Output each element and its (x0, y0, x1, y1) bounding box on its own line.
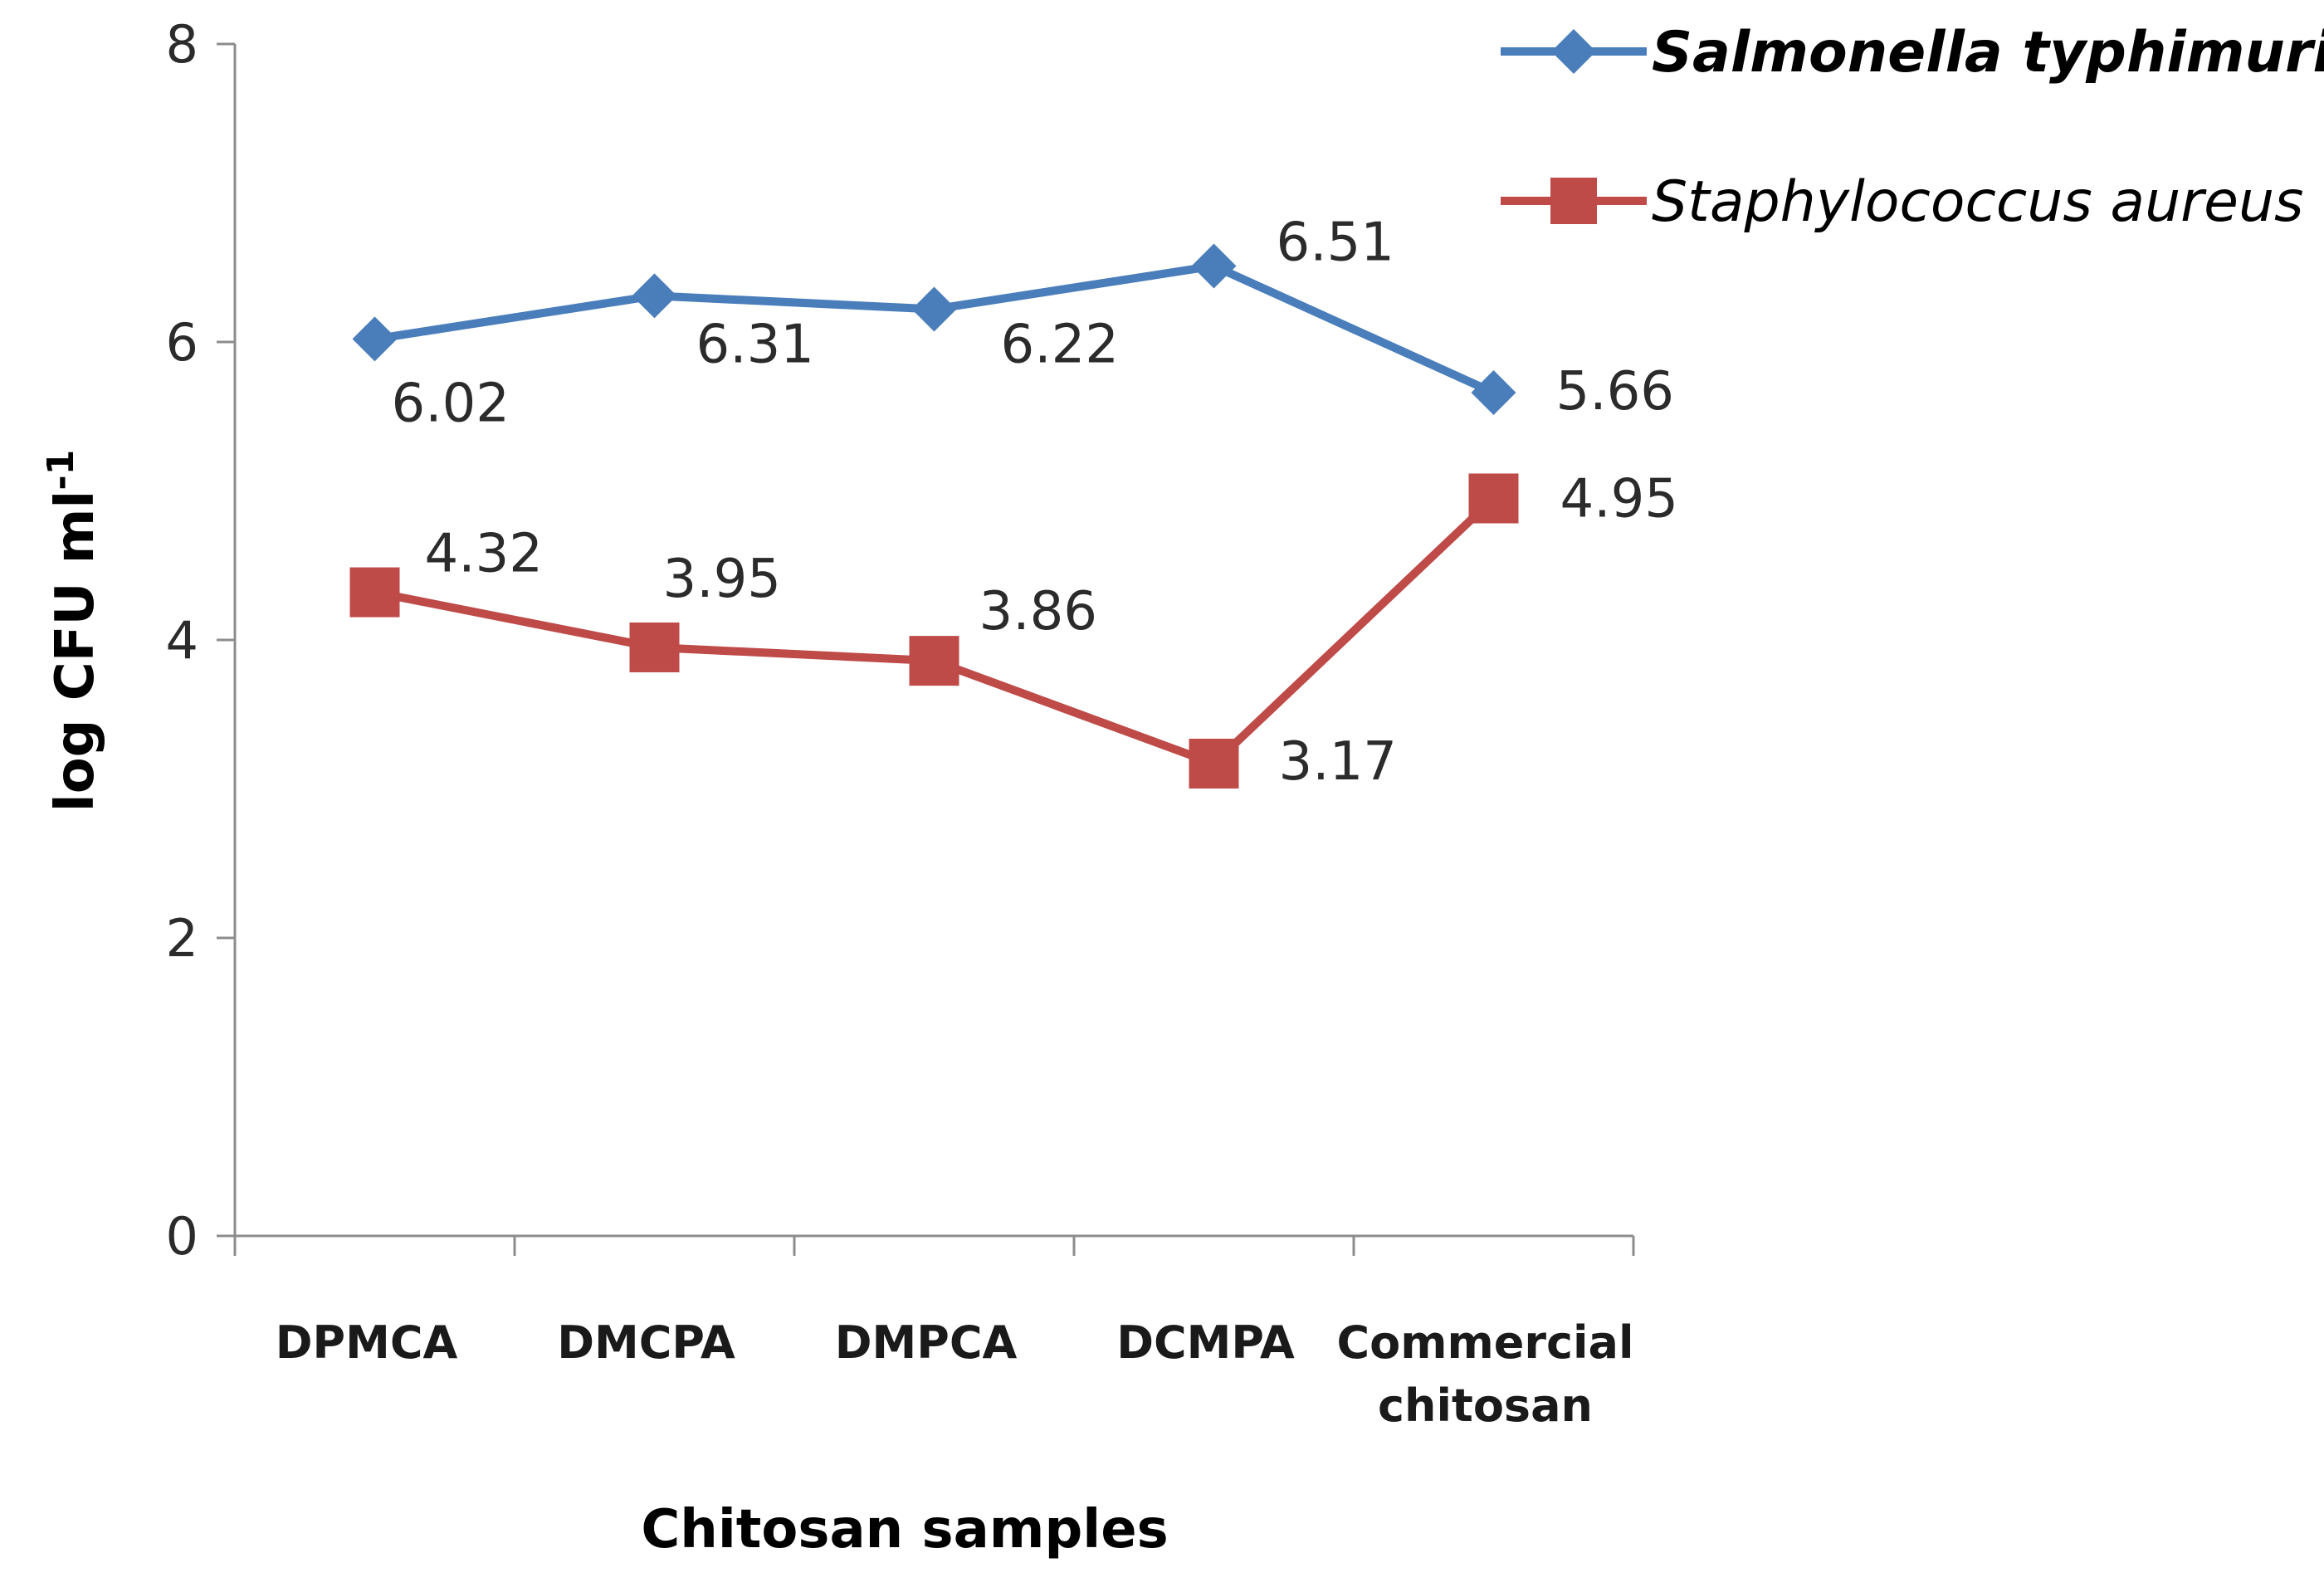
data-label: 6.02 (392, 373, 510, 434)
legend-item-1: Salmonella typhimurium (1501, 20, 2324, 85)
data-point-square (629, 622, 680, 672)
data-label: 6.31 (696, 314, 815, 375)
y-axis-title-main: log CFU ml (45, 491, 106, 813)
data-label: 3.17 (1279, 731, 1398, 793)
x-category-label: DCMPA (1116, 1316, 1295, 1369)
data-point-diamond (1471, 370, 1516, 416)
legend-label: Staphylococcus aureus (1652, 169, 2304, 235)
y-axis-ticks: 0 2 4 6 8 (166, 14, 235, 1267)
x-axis-title: Chitosan samples (641, 1499, 1168, 1560)
data-label: 6.51 (1277, 212, 1395, 273)
y-tick-label: 8 (166, 14, 198, 75)
data-label: 3.86 (979, 581, 1098, 642)
data-point-diamond (352, 316, 398, 362)
legend-item-2: Staphylococcus aureus (1501, 169, 2304, 235)
x-category-label-line: chitosan (1378, 1380, 1593, 1432)
y-axis-title-superscript: -1 (40, 450, 82, 491)
y-tick-label: 6 (166, 312, 198, 373)
series-1: 6.02 6.31 6.22 6.51 5.66 (352, 212, 1675, 434)
data-point-diamond (911, 286, 957, 332)
x-category-label-line: DMPCA (835, 1316, 1018, 1369)
legend-marker-diamond (1551, 29, 1596, 74)
x-category-label: DMCPA (557, 1316, 735, 1369)
data-point-square (909, 636, 959, 686)
data-label: 4.32 (425, 524, 544, 585)
series-group: 6.02 6.31 6.22 6.51 5.66 4.32 3.95 3.86 3.17 4.95 (349, 212, 1679, 793)
data-point-diamond (632, 273, 677, 319)
data-point-square (1189, 738, 1239, 789)
x-category-label-line: DCMPA (1116, 1316, 1295, 1369)
x-category-label-line: Commercial (1337, 1316, 1634, 1369)
data-label: 5.66 (1556, 361, 1675, 422)
x-category-label-line: DMCPA (557, 1316, 735, 1369)
x-category-label-line: DPMCA (276, 1316, 458, 1369)
data-point-diamond (1191, 243, 1237, 289)
data-point-square (1468, 473, 1519, 524)
y-tick-label: 0 (166, 1206, 198, 1267)
data-point-square (349, 567, 400, 618)
x-axis-categories: DPMCA DMCPA DMPCA DCMPA Commercial chitosan (233, 1236, 1635, 1432)
x-category-label: DPMCA (276, 1316, 458, 1369)
y-tick-label: 2 (166, 908, 198, 969)
series-2: 4.32 3.95 3.86 3.17 4.95 (349, 468, 1679, 793)
y-tick-label: 4 (166, 610, 198, 671)
data-label: 4.95 (1560, 468, 1679, 530)
data-label: 6.22 (1001, 315, 1120, 376)
legend-label: Salmonella typhimurium (1652, 20, 2324, 85)
legend-marker-square (1550, 178, 1597, 224)
legend: Salmonella typhimurium Staphylococcus aur… (1501, 20, 2324, 235)
data-label: 3.95 (663, 549, 782, 610)
x-category-label: Commercial chitosan (1337, 1316, 1634, 1432)
y-axis-title: log CFU ml-1 (40, 450, 106, 812)
x-category-label: DMPCA (835, 1316, 1018, 1369)
